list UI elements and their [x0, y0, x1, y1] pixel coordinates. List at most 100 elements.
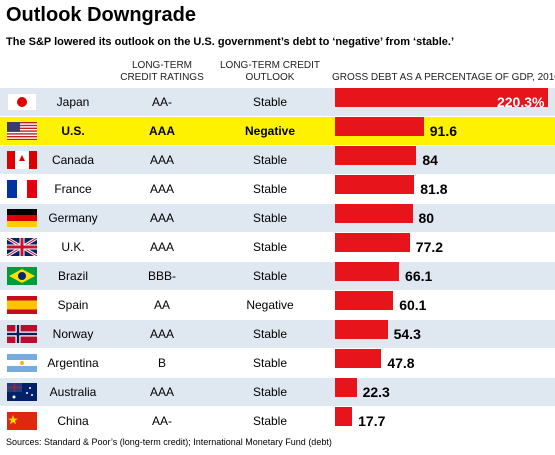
rating: AAA — [149, 182, 174, 196]
rating: AAA — [149, 153, 174, 167]
bar — [335, 320, 388, 339]
bar — [335, 175, 415, 194]
outlook: Stable — [252, 95, 288, 109]
flag — [7, 122, 37, 141]
flag-icon — [7, 383, 37, 401]
title: Outlook Downgrade — [6, 4, 196, 26]
bar — [335, 146, 417, 165]
flag-icon — [7, 412, 37, 430]
country: U.K. — [61, 240, 85, 254]
flag-icon — [7, 151, 37, 169]
row: Spain AA Negative 60.1 — [0, 291, 555, 319]
column-header: LONG-TERM CREDIT RATINGS — [120, 60, 204, 83]
bar — [335, 204, 413, 223]
rating: BBB- — [147, 269, 176, 283]
value-label: 91.6 — [429, 123, 457, 139]
outlook: Stable — [252, 356, 288, 370]
value-label: 80 — [418, 210, 435, 226]
row: U.S. AAA Negative 91.6 — [0, 117, 555, 145]
outlook: Stable — [252, 153, 288, 167]
outlook: Stable — [252, 240, 288, 254]
bar — [335, 378, 357, 397]
country: Brazil — [57, 269, 88, 283]
country: U.S. — [61, 124, 85, 138]
flag-icon — [6, 92, 38, 112]
column-header: GROSS DEBT AS A PERCENTAGE OF GDP, 2010 — [332, 72, 555, 83]
bar — [335, 262, 400, 281]
row: Canada AAA Stable 84 — [0, 146, 555, 174]
row: Norway AAA Stable 54.3 — [0, 320, 555, 348]
flag-icon — [7, 180, 37, 198]
flag — [7, 383, 37, 401]
row: China AA- Stable 17.7 — [0, 407, 555, 435]
flag-icon — [7, 267, 37, 285]
rating: AAA — [149, 385, 174, 399]
rating: AAA — [149, 124, 175, 138]
flag — [7, 180, 37, 198]
row: U.K. AAA Stable 77.2 — [0, 233, 555, 261]
flag — [7, 412, 37, 430]
value-label: 22.3 — [362, 384, 390, 400]
flag — [7, 267, 37, 285]
outlook: Stable — [252, 211, 288, 225]
outlook: Negative — [246, 298, 294, 312]
country: Germany — [48, 211, 98, 225]
flag-icon — [7, 354, 37, 372]
country: Australia — [49, 385, 97, 399]
flag — [6, 92, 38, 112]
value-label: 81.8 — [420, 181, 448, 197]
outlook: Stable — [252, 327, 288, 341]
value-label: 220.3% — [496, 94, 545, 110]
flag — [7, 296, 37, 314]
rating: AAA — [149, 211, 174, 225]
outlook: Stable — [252, 182, 288, 196]
source: Sources: Standard & Poor’s (long-term cr… — [6, 437, 332, 447]
subtitle: The S&P lowered its outlook on the U.S. … — [6, 36, 455, 48]
flag — [7, 209, 37, 227]
bar — [335, 407, 353, 426]
row: Japan AA- Stable 220.3% — [0, 88, 555, 116]
rating: AAA — [149, 240, 174, 254]
rating: AA — [153, 298, 170, 312]
rating: AA- — [151, 414, 172, 428]
outlook: Negative — [244, 124, 296, 138]
value-label: 66.1 — [405, 268, 433, 284]
flag-icon — [6, 236, 38, 258]
flag — [7, 151, 37, 169]
bar — [335, 233, 410, 252]
row: Argentina B Stable 47.8 — [0, 349, 555, 377]
value-label: 77.2 — [415, 239, 444, 255]
row: Brazil BBB- Stable 66.1 — [0, 262, 555, 290]
flag — [7, 354, 37, 372]
value-label: 84 — [422, 152, 438, 168]
value-label: 17.7 — [358, 413, 386, 429]
row: Germany AAA Stable 80 — [0, 204, 555, 232]
outlook: Stable — [252, 414, 288, 428]
flag — [6, 236, 38, 258]
column-header: LONG-TERM CREDIT OUTLOOK — [220, 60, 320, 83]
value-label: 54.3 — [393, 326, 421, 342]
outlook: Stable — [252, 269, 288, 283]
flag-icon — [7, 122, 37, 141]
flag-icon — [7, 296, 37, 314]
country: France — [54, 182, 92, 196]
rating: B — [157, 356, 166, 370]
bar — [335, 291, 394, 310]
country: Norway — [52, 327, 94, 341]
bar — [335, 349, 382, 368]
country: Spain — [57, 298, 89, 312]
flag-icon — [7, 209, 37, 227]
country: Canada — [51, 153, 95, 167]
country: Argentina — [47, 356, 99, 370]
bar — [335, 117, 424, 136]
value-label: 60.1 — [399, 297, 427, 313]
rating: AAA — [149, 327, 174, 341]
outlook: Stable — [252, 385, 288, 399]
flag — [7, 325, 37, 343]
row: France AAA Stable 81.8 — [0, 175, 555, 203]
row: Australia AAA Stable 22.3 — [0, 378, 555, 406]
bar — [335, 88, 549, 107]
country: Japan — [56, 95, 90, 109]
country: China — [57, 414, 89, 428]
